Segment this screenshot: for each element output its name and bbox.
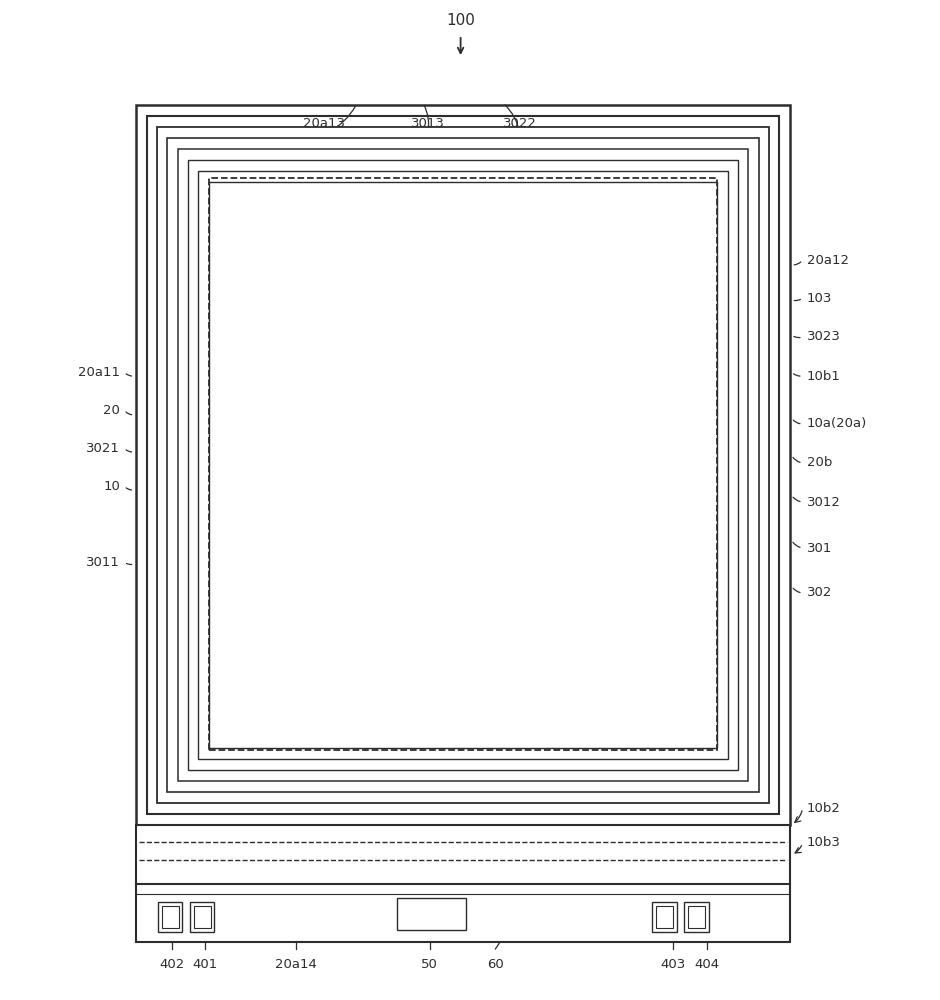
Text: 3023: 3023 xyxy=(807,330,840,344)
Bar xyxy=(194,906,211,928)
Bar xyxy=(190,902,214,932)
Text: 50: 50 xyxy=(421,958,438,971)
Text: 103: 103 xyxy=(807,292,832,304)
Bar xyxy=(188,160,738,770)
Text: 20b: 20b xyxy=(807,456,832,470)
Text: 20a12: 20a12 xyxy=(807,253,849,266)
Text: 402: 402 xyxy=(160,958,184,971)
Text: 3012: 3012 xyxy=(807,495,840,508)
Text: 301: 301 xyxy=(807,542,832,554)
Bar xyxy=(147,116,779,814)
Bar xyxy=(136,825,790,885)
Text: 401: 401 xyxy=(193,958,217,971)
Bar xyxy=(209,182,717,748)
Bar xyxy=(652,902,677,932)
Text: 20a13: 20a13 xyxy=(304,117,345,130)
Bar xyxy=(157,127,769,803)
Bar xyxy=(688,906,705,928)
Bar xyxy=(158,902,182,932)
Text: 10b1: 10b1 xyxy=(807,369,840,382)
Bar xyxy=(209,178,717,750)
Bar xyxy=(178,149,748,781)
Bar xyxy=(656,906,673,928)
Bar xyxy=(136,884,790,942)
Text: 403: 403 xyxy=(661,958,685,971)
Text: 60: 60 xyxy=(487,958,504,971)
Text: 302: 302 xyxy=(807,586,832,599)
Text: 100: 100 xyxy=(446,13,475,28)
Text: 3011: 3011 xyxy=(86,556,120,568)
Bar xyxy=(167,138,759,792)
Bar xyxy=(136,105,790,825)
Bar xyxy=(198,171,728,759)
Text: 20: 20 xyxy=(103,403,120,416)
Text: 3022: 3022 xyxy=(503,117,537,130)
Bar xyxy=(162,906,179,928)
Text: 3013: 3013 xyxy=(411,117,445,130)
Text: 10b2: 10b2 xyxy=(807,802,840,814)
Text: 10b3: 10b3 xyxy=(807,836,840,850)
Bar xyxy=(684,902,709,932)
Text: 20a14: 20a14 xyxy=(275,958,317,971)
Text: 10: 10 xyxy=(103,480,120,492)
Text: 10a(20a): 10a(20a) xyxy=(807,418,867,430)
Bar xyxy=(397,898,466,930)
Text: 404: 404 xyxy=(695,958,719,971)
Text: 20a11: 20a11 xyxy=(78,365,120,378)
Text: 3021: 3021 xyxy=(86,442,120,454)
